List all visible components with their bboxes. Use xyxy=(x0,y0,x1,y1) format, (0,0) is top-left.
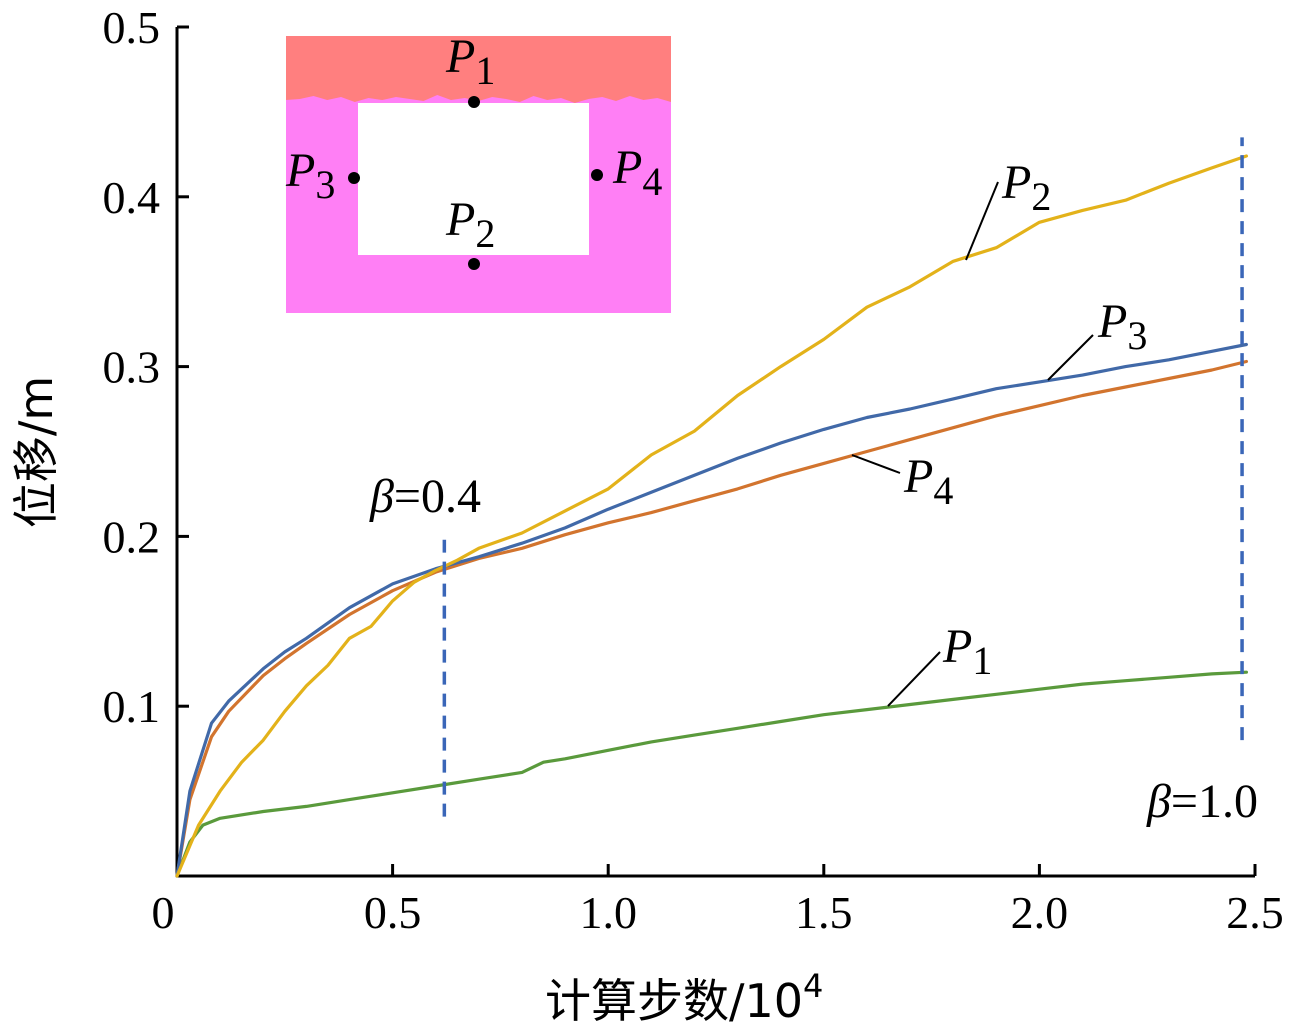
y-tick-label: 0.2 xyxy=(103,511,161,562)
inset-label-p4: P4 xyxy=(612,141,662,204)
x-tick-label: 1.5 xyxy=(795,887,853,938)
series-line-p4 xyxy=(175,359,1248,878)
series-label-p1: P1 xyxy=(942,620,992,683)
series-label-p3: P3 xyxy=(1097,295,1147,358)
series-line-p3 xyxy=(175,342,1248,878)
inset-point-p1 xyxy=(468,96,480,108)
x-tick-label: 2.5 xyxy=(1226,887,1284,938)
x-tick-label: 0 xyxy=(152,887,175,938)
x-tick-label: 2.0 xyxy=(1011,887,1069,938)
x-axis-title: 计算步数/104 xyxy=(545,967,823,1028)
inset-point-p3 xyxy=(348,172,360,184)
inset-label-p2: P2 xyxy=(445,193,495,256)
leader-p3 xyxy=(1047,334,1094,381)
y-axis-title: 位移/m xyxy=(9,376,63,528)
series-label-p2: P2 xyxy=(1001,156,1051,219)
label-beta-10: β=1.0 xyxy=(1146,775,1258,828)
inset-label-p3: P3 xyxy=(285,144,335,207)
leader-p2 xyxy=(965,181,999,261)
series-group xyxy=(175,154,1248,878)
inset-diagram: P1 P2 P3 P4 xyxy=(285,30,671,313)
series-line-p2 xyxy=(175,154,1248,878)
series-line-p1 xyxy=(175,670,1248,878)
label-beta-04: β=0.4 xyxy=(369,470,481,523)
ticks: 0 0.5 1.0 1.5 2.0 2.5 0.1 0.2 0.3 0.4 0.5 xyxy=(103,2,1284,938)
y-tick-label: 0.1 xyxy=(103,681,161,732)
inset-tunnel-opening xyxy=(358,103,589,255)
x-tick-label: 0.5 xyxy=(364,887,422,938)
leader-p1 xyxy=(887,651,941,707)
inset-point-p2 xyxy=(468,258,480,270)
leader-p4 xyxy=(851,454,901,474)
y-tick-label: 0.4 xyxy=(103,172,161,223)
inset-point-p4 xyxy=(591,169,603,181)
inset-label-p1: P1 xyxy=(445,30,495,93)
series-label-p4: P4 xyxy=(903,450,953,513)
y-tick-label: 0.5 xyxy=(103,2,161,53)
inset-rock xyxy=(286,36,671,103)
x-tick-label: 1.0 xyxy=(579,887,637,938)
y-tick-label: 0.3 xyxy=(103,342,161,393)
axes xyxy=(175,27,1255,878)
